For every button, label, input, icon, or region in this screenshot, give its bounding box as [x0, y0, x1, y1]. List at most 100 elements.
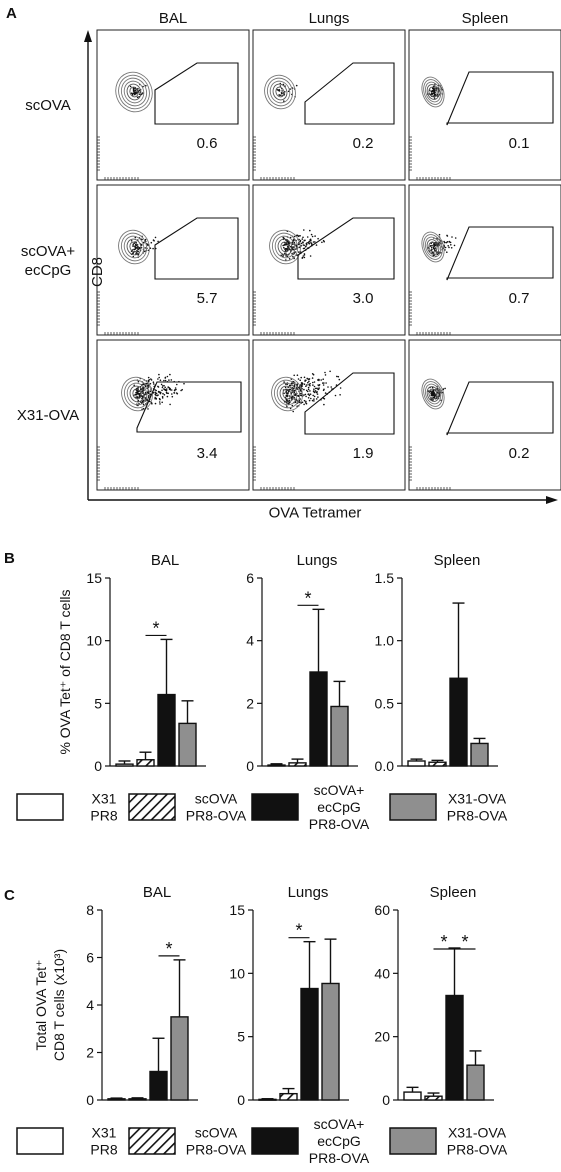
event-dot [296, 388, 298, 391]
y-tick-label: 0 [237, 1092, 245, 1108]
event-dot [299, 379, 302, 382]
contour-ring [421, 378, 445, 410]
contour-ring [121, 376, 153, 412]
chart-title: Spleen [430, 884, 477, 901]
bar [330, 705, 349, 767]
event-dot [285, 395, 288, 397]
y-tick-label: 1.0 [375, 633, 395, 649]
event-dot [298, 386, 300, 389]
event-dot [314, 241, 316, 243]
event-dot [158, 401, 161, 403]
plot-frame [408, 29, 561, 181]
event-dot [291, 242, 293, 244]
event-dot [327, 386, 329, 388]
plot-frame [408, 184, 561, 336]
event-dot [339, 387, 342, 389]
event-dot [311, 399, 314, 402]
column-label-lungs: Lungs [309, 10, 350, 27]
event-dot [144, 385, 147, 388]
event-dot [147, 249, 150, 252]
event-dot [313, 395, 316, 398]
legend-label: PR8-OVA [186, 1142, 247, 1158]
chart-title: Lungs [288, 884, 329, 901]
legend-swatch [389, 793, 437, 821]
contour-ring [123, 235, 145, 259]
event-dot [287, 90, 290, 93]
event-dot [289, 407, 292, 410]
contour-ring [120, 77, 148, 107]
significance-star: * [295, 921, 302, 941]
event-dot [320, 379, 323, 381]
legend-label: ecCpG [317, 799, 361, 815]
y-tick-label: 10 [86, 633, 102, 649]
event-dot [442, 388, 445, 390]
bar [115, 763, 134, 767]
event-dot [133, 248, 136, 251]
event-dot [293, 374, 296, 377]
contour-ring [421, 231, 445, 263]
event-dot [438, 233, 441, 236]
event-dot [298, 388, 301, 390]
event-dot [156, 394, 158, 397]
bar [407, 760, 426, 767]
event-dot [306, 242, 309, 244]
event-dot [149, 390, 152, 393]
event-dot [292, 255, 294, 258]
event-dot [314, 235, 316, 237]
contour-ring [129, 385, 145, 403]
event-dot [317, 237, 319, 240]
event-dot [131, 249, 134, 251]
flow-plot: 0.6 [96, 29, 250, 181]
event-dot [446, 241, 449, 243]
event-dot [157, 390, 160, 393]
event-dot [301, 238, 304, 240]
event-dot [285, 383, 287, 385]
gate-percentage: 1.9 [353, 445, 374, 462]
event-dot [142, 399, 145, 402]
event-dot [163, 394, 166, 396]
event-dot [163, 388, 165, 390]
y-tick-label: 8 [86, 902, 94, 918]
y-tick-label: 10 [229, 965, 245, 981]
event-dot [134, 236, 137, 239]
gate-percentage: 0.2 [353, 135, 374, 152]
event-dot [453, 244, 456, 247]
event-dot [167, 392, 169, 395]
contour-ring [269, 229, 301, 265]
event-dot [157, 240, 159, 243]
contour-ring [423, 79, 443, 105]
contour-ring [426, 386, 440, 402]
event-dot [322, 397, 325, 400]
y-tick-label: 0 [246, 758, 254, 774]
event-dot [305, 400, 307, 403]
contour-ring [428, 241, 438, 253]
chart-title: Lungs [297, 552, 338, 569]
contour-ring [118, 74, 150, 110]
event-dot [164, 376, 167, 379]
event-dot [166, 395, 169, 398]
event-dot [451, 236, 453, 238]
event-dot [286, 389, 289, 391]
event-dot [450, 247, 453, 249]
event-dot [434, 93, 437, 96]
event-dot [316, 387, 318, 390]
contour-ring [428, 388, 438, 400]
event-dot [155, 389, 157, 392]
event-dot [285, 247, 287, 250]
event-dot [132, 252, 134, 254]
event-dot [157, 386, 160, 388]
legend-label: X31-OVA [448, 791, 507, 807]
event-dot [152, 381, 155, 384]
event-dot [141, 92, 144, 94]
event-dot [135, 391, 137, 394]
chart-title: BAL [151, 552, 179, 569]
y-tick-label: 5 [237, 1029, 245, 1045]
event-dot [285, 255, 287, 257]
event-dot [307, 393, 310, 396]
event-dot [312, 381, 314, 384]
event-dot [163, 384, 165, 387]
event-dot [322, 384, 325, 386]
event-dot [132, 243, 134, 246]
event-dot [158, 373, 160, 376]
event-dot [147, 379, 150, 382]
